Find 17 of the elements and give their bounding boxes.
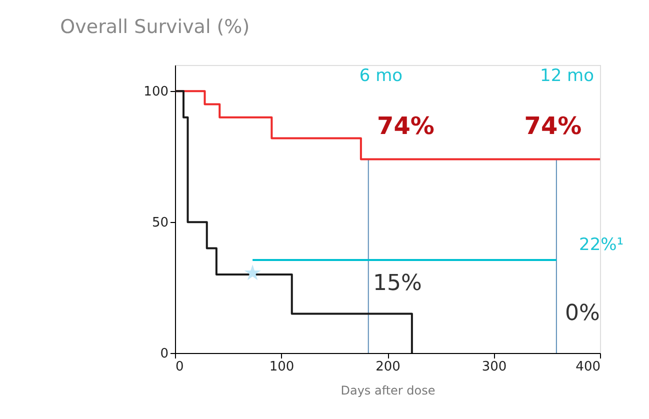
annotation: 22%¹ [579, 235, 624, 255]
annotation: 74% [524, 112, 582, 140]
x-axis-title: Days after dose [340, 384, 436, 398]
y-tick-label: 50 [152, 216, 168, 231]
annotation: 0% [565, 301, 600, 326]
y-tick-label: 100 [144, 84, 168, 100]
annotation: 6 mo [359, 66, 403, 86]
x-tick-label: 200 [376, 360, 400, 374]
x-tick-label: 300 [482, 360, 507, 374]
y-tick-label: 0 [160, 346, 168, 362]
x-tick-label: 400 [576, 360, 600, 374]
annotation: 15% [373, 271, 422, 296]
annotation: 74% [377, 112, 434, 140]
annotation: 12 mo [540, 66, 594, 86]
x-tick-label: 100 [269, 360, 294, 374]
x-tick-label: 0 [176, 360, 184, 374]
chart-title: Overall Survival (%) [60, 16, 250, 38]
